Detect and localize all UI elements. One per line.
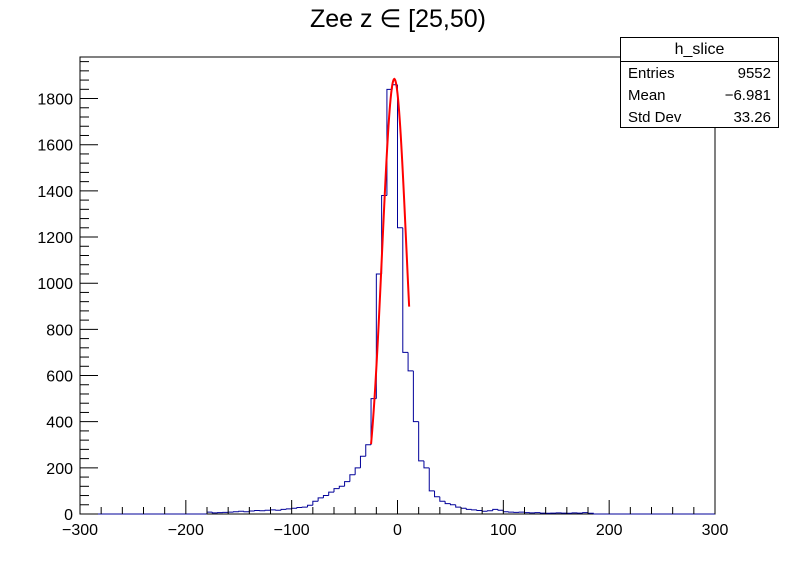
histogram-bin	[354, 467, 361, 475]
histogram-bin	[407, 352, 414, 372]
histogram-bin	[587, 512, 594, 514]
x-tick-label: 0	[393, 522, 402, 539]
histogram-bin	[344, 481, 350, 487]
histogram-bin	[476, 509, 483, 512]
histogram-bin	[349, 474, 356, 482]
histogram-bin	[455, 504, 461, 508]
x-tick-label: 300	[702, 522, 729, 539]
axis-ticks: −300 −200 −100 0 100 200 300 0 200 400 600 800 1000 1…	[37, 61, 729, 539]
histogram-bin	[502, 510, 509, 513]
y-tick-label: 1400	[37, 184, 73, 201]
histogram-series	[80, 84, 715, 515]
histogram-bin	[359, 455, 366, 468]
y-tick-label: 200	[46, 461, 73, 478]
histogram-bin	[211, 512, 218, 514]
histogram-bin	[434, 490, 440, 498]
y-tick-label: 600	[46, 369, 73, 386]
x-tick-label: −300	[62, 522, 98, 539]
histogram-bin	[444, 501, 451, 505]
histogram-bin	[333, 488, 340, 493]
histogram-bin	[312, 500, 319, 506]
gaussian-fit-line	[370, 77, 411, 445]
histogram-bin	[322, 495, 329, 498]
histogram-bin	[307, 504, 313, 508]
y-tick-label: 1000	[37, 276, 73, 293]
histogram-bin	[402, 227, 409, 353]
stats-row-stddev: Std Dev 33.26	[621, 106, 778, 128]
histogram-bin	[365, 444, 372, 457]
stats-box: h_slice Entries 9552 Mean −6.981 Std Dev…	[620, 37, 779, 128]
histogram-bin	[291, 507, 297, 509]
y-tick-label: 400	[46, 415, 73, 432]
x-tick-label: 100	[490, 522, 517, 539]
histogram-bin	[460, 507, 467, 509]
histogram-bin	[296, 507, 303, 509]
histogram-bin	[412, 370, 419, 423]
stats-value-mean: −6.981	[724, 87, 771, 104]
chart-title: Zee z ∈ [25,50)	[309, 5, 487, 33]
histogram-bin	[317, 497, 324, 502]
y-tick-label: 1200	[37, 230, 73, 247]
histogram-bin	[465, 508, 472, 510]
y-tick-label: 800	[46, 322, 73, 339]
histogram-bin	[418, 421, 424, 462]
stats-label-stddev: Std Dev	[628, 109, 682, 126]
stats-row-entries: Entries 9552	[621, 62, 778, 84]
fit-curve	[370, 77, 411, 445]
histogram-bin	[328, 491, 334, 496]
histogram-bin	[338, 485, 345, 489]
histogram-bin	[481, 510, 488, 512]
histogram-bin	[248, 510, 255, 512]
y-tick-label: 1600	[37, 138, 73, 155]
stats-box-title: h_slice	[621, 38, 778, 62]
y-tick-label: 1800	[37, 92, 73, 109]
stats-label-entries: Entries	[628, 65, 675, 82]
stats-value-entries: 9552	[737, 65, 771, 82]
histogram-bin	[449, 503, 456, 506]
histogram-bin	[492, 508, 499, 511]
x-tick-label: 200	[596, 522, 623, 539]
histogram-bin	[423, 460, 430, 469]
histogram-bin	[428, 467, 435, 492]
x-tick-label: −200	[168, 522, 204, 539]
stats-row-mean: Mean −6.981	[621, 84, 778, 106]
histogram-bin	[439, 496, 446, 502]
x-tick-label: −100	[274, 522, 310, 539]
histogram-bin	[280, 508, 287, 511]
stats-label-mean: Mean	[628, 87, 666, 104]
histogram-bin	[397, 84, 403, 229]
stats-value-stddev: 33.26	[733, 109, 771, 126]
y-tick-label: 0	[64, 507, 73, 524]
histogram-bin	[497, 509, 504, 511]
